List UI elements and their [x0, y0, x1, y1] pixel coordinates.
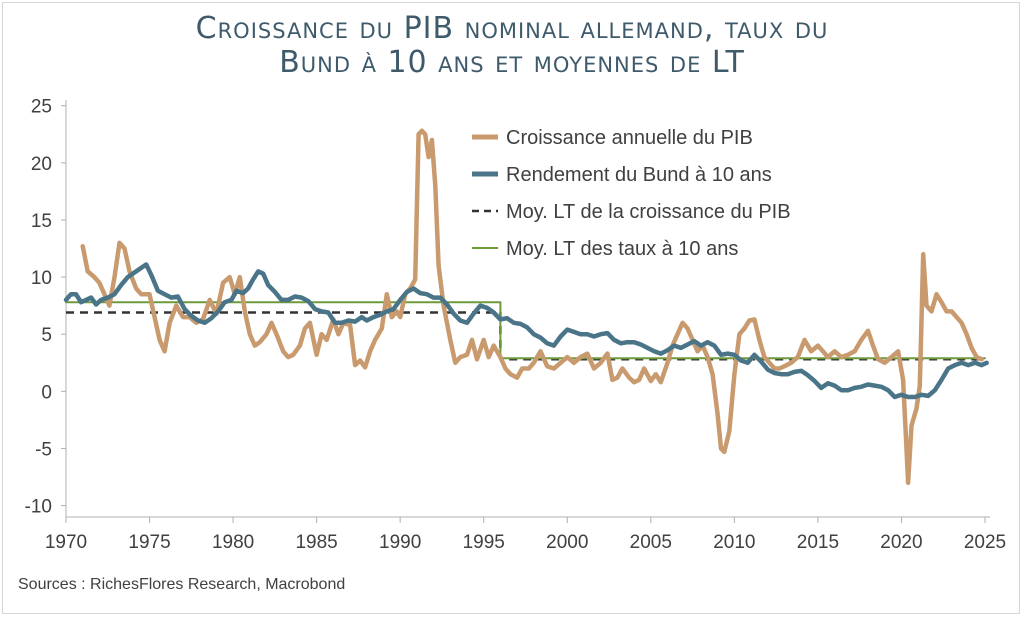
legend-label: Moy. LT de la croissance du PIB — [506, 201, 791, 223]
x-tick-label: 1995 — [463, 532, 505, 553]
x-tick-label: 1990 — [379, 532, 421, 553]
legend-label: Croissance annuelle du PIB — [506, 127, 753, 149]
x-tick-label: 1985 — [295, 532, 337, 553]
legend-item-gdp-average: Moy. LT de la croissance du PIB — [472, 201, 791, 223]
y-tick-label: 5 — [41, 325, 52, 346]
x-tick-label: 2015 — [797, 532, 839, 553]
y-tick-label: -10 — [25, 497, 52, 518]
x-tick-label: 1970 — [45, 532, 87, 553]
x-tick-label: 2025 — [964, 532, 1006, 553]
axes — [65, 100, 990, 518]
y-tick-label: 0 — [41, 382, 52, 403]
x-tick-label: 2020 — [880, 532, 922, 553]
x-tick-label: 2000 — [546, 532, 588, 553]
legend-label: Moy. LT des taux à 10 ans — [506, 238, 738, 260]
x-axis-ticks: 1970 1975 1980 1985 1990 1995 2000 2005 2010 2015… — [45, 517, 1006, 553]
chart-title-line-1: Croissance du PIB nominal allemand, taux… — [195, 11, 829, 46]
x-tick-label: 1980 — [212, 532, 254, 553]
y-tick-label: 15 — [31, 211, 52, 232]
bund-average-line — [65, 301, 986, 360]
legend-item-bund-average: Moy. LT des taux à 10 ans — [472, 238, 738, 260]
chart-title-line-2: Bund à 10 ans et moyennes de LT — [279, 45, 745, 80]
chart-title: Croissance du PIB nominal allemand, taux… — [0, 12, 1024, 80]
x-tick-label: 1975 — [128, 532, 170, 553]
source-note: Sources : RichesFlores Research, Macrobo… — [18, 576, 346, 593]
y-tick-label: 20 — [31, 154, 52, 175]
x-tick-label: 2005 — [630, 532, 672, 553]
legend-item-bund-yield: Rendement du Bund à 10 ans — [472, 164, 772, 186]
legend-item-gdp-growth: Croissance annuelle du PIB — [472, 127, 753, 149]
gdp-average-line — [66, 311, 985, 361]
y-tick-label: 25 — [31, 97, 52, 118]
gdp-growth-line — [80, 128, 984, 485]
y-tick-label: 10 — [31, 268, 52, 289]
y-axis-ticks: 25 20 15 10 5 0 -5 -10 — [25, 97, 66, 518]
series-layer — [63, 128, 989, 485]
legend-label: Rendement du Bund à 10 ans — [506, 164, 772, 186]
bund-yield-line — [63, 262, 989, 400]
y-tick-label: -5 — [35, 439, 52, 460]
x-tick-label: 2010 — [713, 532, 755, 553]
legend: Croissance annuelle du PIB Rendement du B… — [472, 127, 791, 260]
